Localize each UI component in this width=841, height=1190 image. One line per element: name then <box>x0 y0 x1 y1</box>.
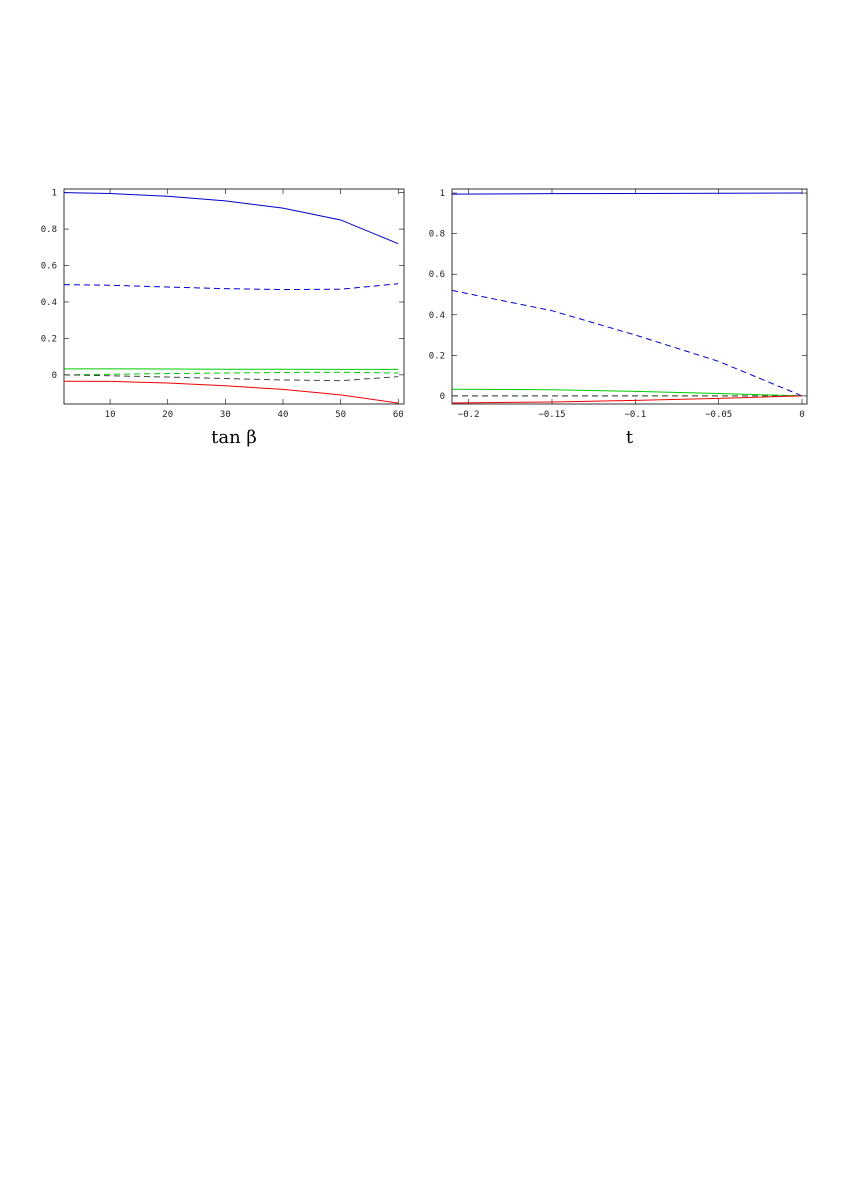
series-line-1 <box>63 283 399 291</box>
x-tick-label: 50 <box>335 410 346 420</box>
series-line-3 <box>63 371 399 376</box>
chart-tanbeta: 10 20 30 40 50 60 0 0.2 0.4 0.6 0.8 1 tan β <box>41 188 405 448</box>
plot-frame <box>63 188 405 405</box>
y-tick-label: 0.2 <box>41 334 57 344</box>
series-line-5 <box>63 380 399 404</box>
x-tick-label: 30 <box>220 410 231 420</box>
y-tick-label: 0 <box>52 371 57 381</box>
x-axis-label: tan β <box>211 427 257 448</box>
y-tick-label: 0.8 <box>41 225 57 235</box>
y-tick-label: 0.2 <box>429 351 445 361</box>
y-tick-label: 0.6 <box>41 262 57 272</box>
x-tick-label: −0.1 <box>624 410 646 420</box>
series-line-0 <box>451 192 803 195</box>
series-line-4 <box>63 374 399 382</box>
series-line-2 <box>64 368 399 370</box>
y-tick-label: 0.8 <box>429 230 445 240</box>
plot-frame <box>451 188 808 405</box>
y-tick-label: 0.4 <box>429 311 445 321</box>
chart-t: −0.2 −0.15 −0.1 −0.05 0 0 0.2 0.4 0.6 0.8 1 t <box>429 188 808 448</box>
series-line-2 <box>451 388 803 397</box>
x-tick-label: 10 <box>105 410 116 420</box>
x-axis-label: t <box>626 427 634 448</box>
x-tick-label: 0 <box>799 410 804 420</box>
series-line-1 <box>451 289 803 397</box>
y-tick-label: 1 <box>440 189 445 199</box>
x-tick-label: 60 <box>393 410 404 420</box>
y-tick-label: 0.4 <box>41 298 57 308</box>
y-tick-label: 0 <box>440 392 445 402</box>
y-tick-label: 1 <box>52 189 57 199</box>
x-tick-label: 20 <box>162 410 173 420</box>
x-tick-label: −0.05 <box>705 410 732 420</box>
y-tick-label: 0.6 <box>429 270 445 280</box>
x-tick-label: −0.15 <box>538 410 565 420</box>
series-line-0 <box>63 192 399 245</box>
x-tick-label: 40 <box>278 410 289 420</box>
x-tick-label: −0.2 <box>458 410 480 420</box>
series-line-5 <box>451 395 803 404</box>
